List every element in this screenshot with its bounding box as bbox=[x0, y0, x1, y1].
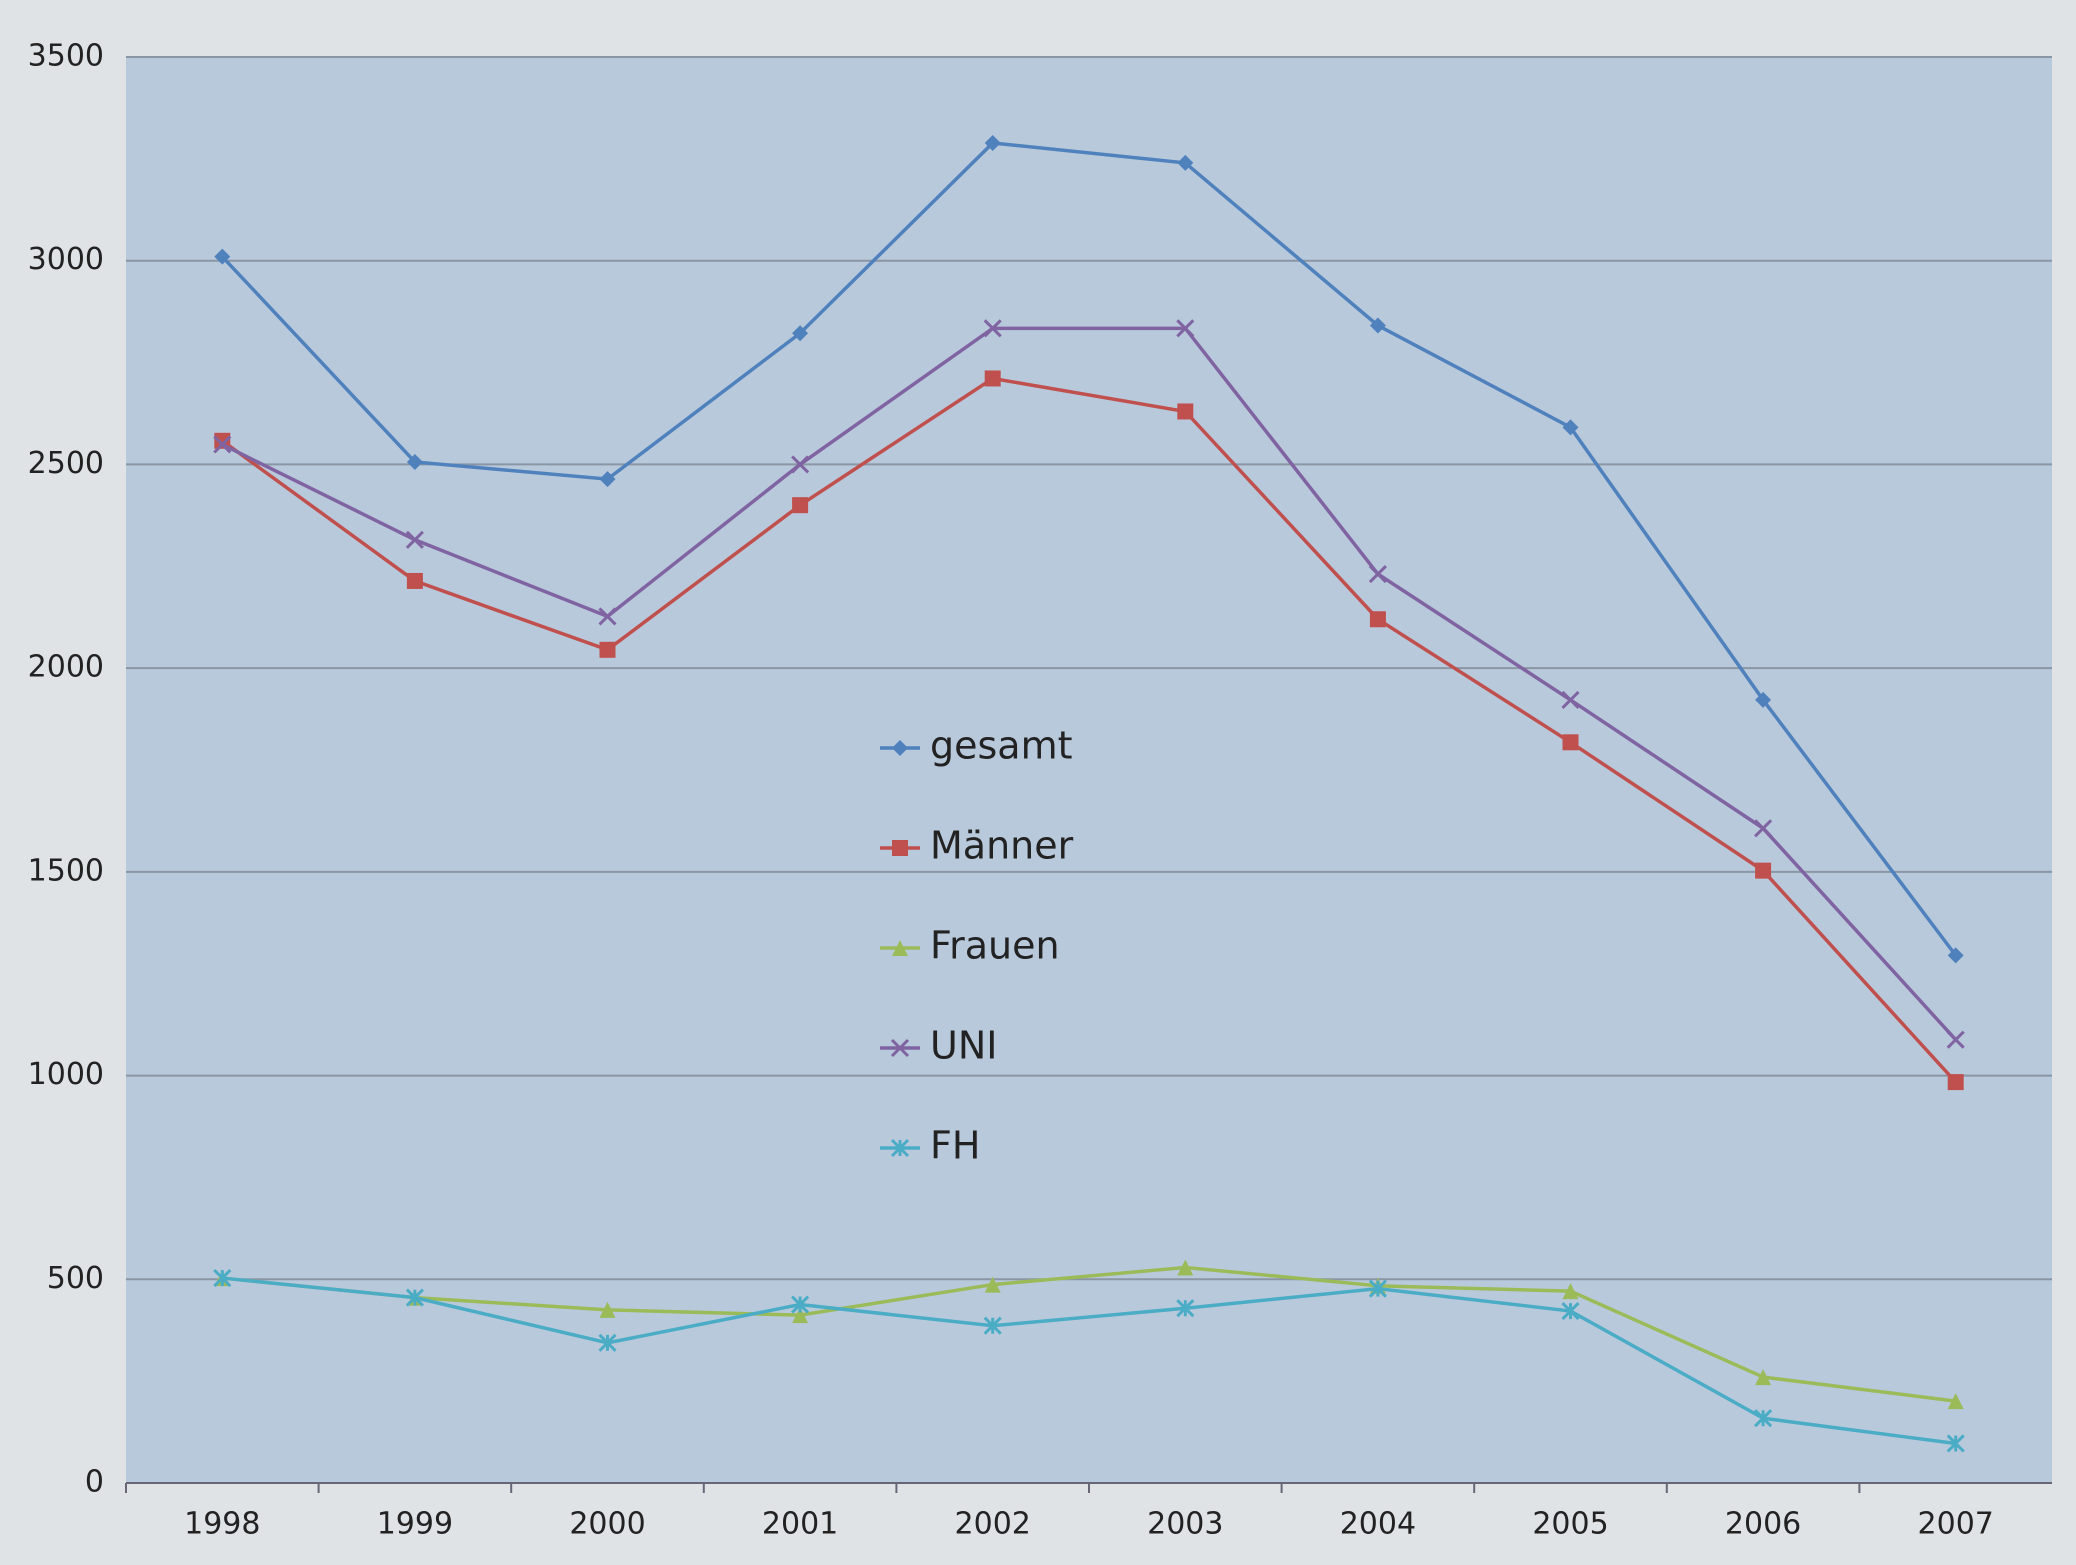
legend-label: UNI bbox=[930, 1024, 997, 1068]
marker bbox=[1563, 734, 1579, 750]
x-tick-label: 2005 bbox=[1532, 1507, 1608, 1542]
x-tick-label: 1998 bbox=[184, 1507, 260, 1542]
y-tick-label: 3000 bbox=[28, 242, 104, 277]
marker bbox=[1948, 1074, 1964, 1090]
chart: 0 500 1000 1500 2000 2500 3000 3500 1998 1999 2000… bbox=[0, 0, 2076, 1565]
marker bbox=[407, 573, 423, 589]
legend-label: FH bbox=[930, 1124, 980, 1168]
marker bbox=[1755, 863, 1771, 879]
x-tick-label: 2007 bbox=[1918, 1507, 1994, 1542]
y-tick-label: 1500 bbox=[28, 853, 104, 888]
y-tick-label: 2500 bbox=[28, 446, 104, 481]
marker bbox=[985, 370, 1001, 386]
x-tick-label: 1999 bbox=[377, 1507, 453, 1542]
legend-label: gesamt bbox=[930, 724, 1073, 768]
x-tick-label: 2006 bbox=[1725, 1507, 1801, 1542]
y-tick-label: 3500 bbox=[28, 39, 104, 74]
x-tick-label: 2001 bbox=[762, 1507, 838, 1542]
x-tick-label: 2004 bbox=[1340, 1507, 1416, 1542]
marker bbox=[892, 840, 908, 856]
x-tick-label: 2003 bbox=[1147, 1507, 1223, 1542]
legend-label: Männer bbox=[930, 824, 1074, 868]
y-tick-label: 0 bbox=[85, 1465, 104, 1500]
x-tick-label: 2000 bbox=[569, 1507, 645, 1542]
legend-label: Frauen bbox=[930, 924, 1060, 968]
marker bbox=[1177, 403, 1193, 419]
marker bbox=[1370, 611, 1386, 627]
marker bbox=[600, 642, 616, 658]
x-tick-label: 2002 bbox=[955, 1507, 1031, 1542]
y-tick-label: 500 bbox=[47, 1261, 104, 1296]
plot-area bbox=[126, 57, 2052, 1483]
y-tick-label: 1000 bbox=[28, 1057, 104, 1092]
marker bbox=[792, 497, 808, 513]
y-tick-label: 2000 bbox=[28, 650, 104, 685]
